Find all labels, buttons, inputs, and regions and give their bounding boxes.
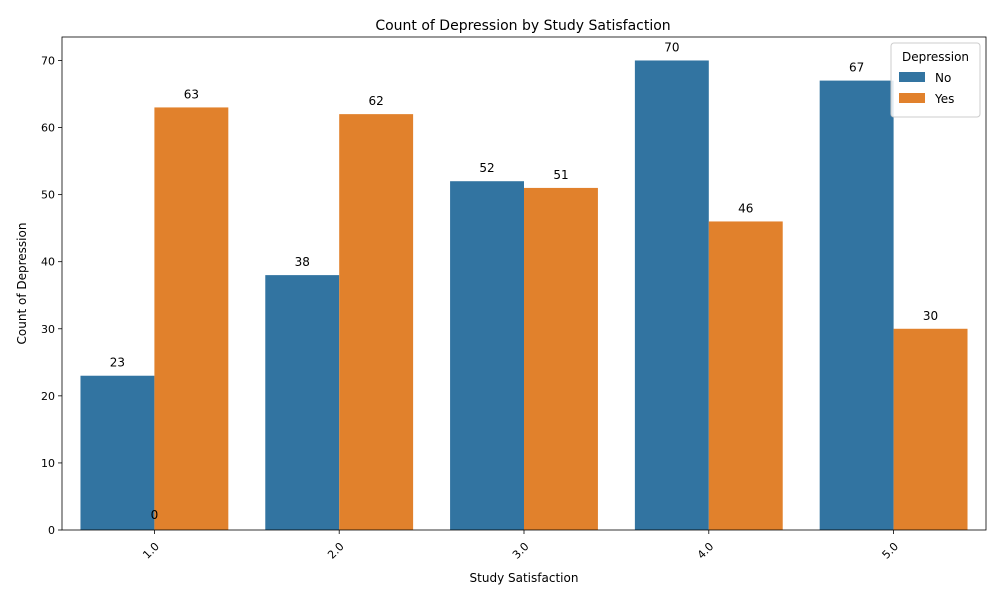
legend-items: No Yes bbox=[899, 71, 954, 106]
legend-label: Yes bbox=[934, 92, 954, 106]
value-labels-layer: 23 63 38 62 52 51 70 46 67 30 0 bbox=[110, 40, 938, 522]
y-tick-label: 0 bbox=[48, 524, 55, 537]
data-label: 46 bbox=[738, 201, 753, 215]
chart-title: Count of Depression by Study Satisfactio… bbox=[375, 18, 670, 34]
bar bbox=[634, 60, 709, 530]
y-tick-label: 70 bbox=[41, 54, 55, 67]
y-tick-label: 10 bbox=[41, 457, 55, 470]
x-tick-label: 4.0 bbox=[695, 540, 717, 562]
y-tick-label: 30 bbox=[41, 323, 55, 336]
bar bbox=[154, 107, 229, 530]
bar bbox=[265, 275, 340, 530]
bars-layer bbox=[80, 60, 968, 531]
bar bbox=[893, 328, 968, 530]
legend: Depression No Yes bbox=[890, 42, 981, 118]
x-axis-label: Study Satisfaction bbox=[470, 571, 579, 585]
y-tick-label: 20 bbox=[41, 390, 55, 403]
y-tick-label: 40 bbox=[41, 256, 55, 269]
bar bbox=[524, 187, 598, 530]
x-tick-label: 5.0 bbox=[880, 540, 902, 562]
x-axis: 1.0 2.0 3.0 4.0 5.0 bbox=[140, 530, 901, 562]
x-tick-label: 1.0 bbox=[140, 540, 162, 562]
legend-swatch bbox=[899, 72, 925, 82]
data-label: 23 bbox=[110, 356, 125, 370]
data-label: 51 bbox=[553, 168, 568, 182]
y-axis-label: Count of Depression bbox=[15, 223, 29, 345]
data-label: 38 bbox=[295, 255, 310, 269]
bar bbox=[819, 80, 894, 531]
legend-swatch bbox=[899, 93, 925, 103]
data-label: 52 bbox=[479, 161, 494, 175]
data-label: 30 bbox=[923, 309, 938, 323]
legend-title: Depression bbox=[902, 50, 969, 64]
bar bbox=[450, 181, 524, 531]
y-tick-label: 60 bbox=[41, 122, 55, 135]
data-label: 0 bbox=[151, 508, 159, 522]
data-label: 62 bbox=[369, 94, 384, 108]
y-axis: 0 10 20 30 40 50 60 70 bbox=[41, 54, 62, 537]
plot-frame bbox=[61, 36, 987, 531]
bar bbox=[80, 375, 155, 530]
data-label: 67 bbox=[849, 61, 864, 75]
data-label: 63 bbox=[184, 87, 199, 101]
y-tick-label: 50 bbox=[41, 189, 55, 202]
data-label: 70 bbox=[664, 40, 679, 54]
legend-label: No bbox=[935, 71, 951, 85]
x-tick-label: 2.0 bbox=[325, 540, 347, 562]
x-tick-label: 3.0 bbox=[510, 540, 532, 562]
bar bbox=[708, 221, 783, 530]
bar bbox=[339, 114, 414, 531]
